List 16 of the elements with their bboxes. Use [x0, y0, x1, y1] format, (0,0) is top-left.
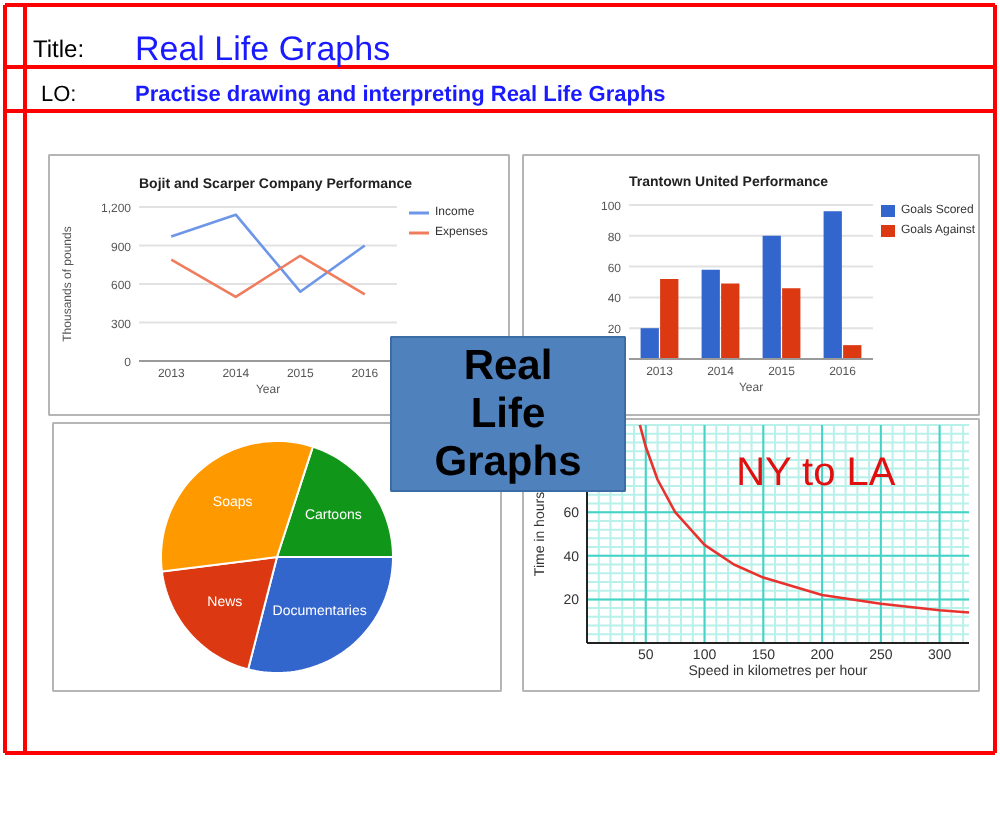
- line-series: [638, 423, 971, 614]
- text: Real Life Graphs: [434, 343, 582, 485]
- bar: [721, 283, 740, 359]
- line-series: [169, 254, 367, 299]
- bar: [640, 328, 659, 359]
- bar: [782, 288, 801, 359]
- text: LO:: [41, 83, 77, 107]
- text: Title:: [33, 35, 85, 63]
- bar: [660, 278, 679, 359]
- line-series: [169, 213, 367, 293]
- bar: [823, 211, 842, 359]
- text: Real Life Graphs: [135, 30, 391, 68]
- bar: [762, 235, 781, 359]
- bar: [701, 269, 720, 359]
- bar: [843, 345, 862, 359]
- text: Practise drawing and interpreting Real Life Graphs: [135, 83, 666, 107]
